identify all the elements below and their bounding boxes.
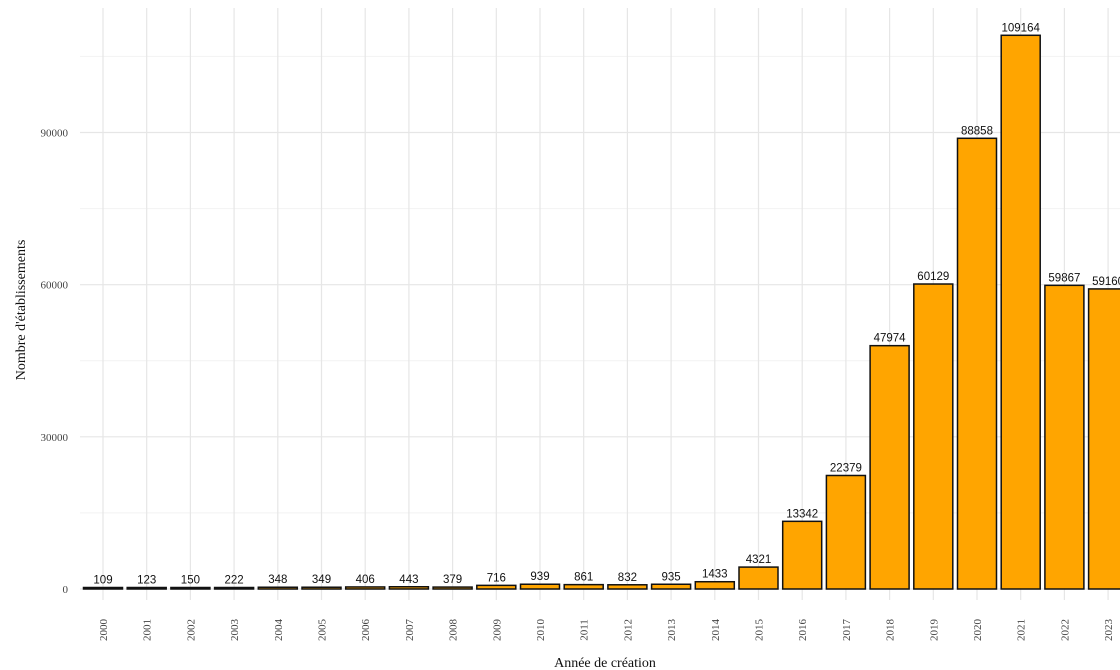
bar-2016: [781, 520, 823, 590]
bar-value-label: 349: [312, 574, 331, 586]
bar-value-label: 861: [574, 572, 593, 584]
bar-value-label: 22379: [830, 462, 862, 474]
x-tick-label: 2007: [404, 619, 416, 642]
bar-value-labels: 109 123 150 222 348 349 406 443 379 716 939 861 832 9…: [93, 22, 1120, 586]
bar-2010: [519, 583, 561, 590]
bar-2022: [1044, 284, 1085, 590]
bar-2008: [432, 586, 473, 590]
bar-value-label: 88858: [961, 125, 993, 137]
bar-2003: [213, 586, 255, 590]
x-tick-label: 2023: [1103, 619, 1115, 642]
x-tick-label: 2013: [666, 619, 678, 642]
bar-value-label: 13342: [786, 508, 818, 520]
bar-value-label: 406: [356, 574, 375, 586]
y-tick-label: 0: [63, 584, 69, 596]
x-tick-label: 2002: [185, 619, 197, 641]
bar-value-label: 348: [268, 574, 287, 586]
x-tick-label: 2012: [622, 619, 634, 641]
x-tick-label: 2020: [972, 619, 984, 642]
x-tick-label: 2008: [448, 619, 460, 642]
bar-2021: [1000, 34, 1041, 590]
bar-value-label: 109164: [1002, 22, 1041, 34]
x-axis-title: Année de création: [554, 656, 656, 670]
bar-2018: [869, 344, 910, 590]
bar-value-label: 716: [487, 572, 506, 584]
bar-2005: [301, 586, 342, 590]
bar-2019: [913, 283, 954, 590]
x-tick-label: 2010: [535, 619, 547, 642]
bar-value-label: 443: [399, 574, 418, 586]
x-tick-label: 2011: [579, 619, 591, 641]
x-tick-label: 2005: [317, 619, 329, 642]
x-tick-label: 2003: [229, 619, 241, 642]
bar-value-label: 1433: [702, 569, 728, 581]
x-tick-label: 2015: [754, 619, 766, 642]
bar-2015: [738, 566, 779, 590]
bar-2017: [825, 474, 867, 590]
x-tick-label: 2004: [273, 619, 285, 642]
bar-2004: [257, 586, 299, 590]
y-tick-label: 30000: [41, 432, 69, 444]
x-tick-label: 2016: [797, 619, 809, 642]
bar-2001: [126, 586, 167, 590]
bar-2000: [82, 586, 124, 590]
bar-value-label: 222: [225, 575, 244, 587]
bar-value-label: 939: [530, 571, 549, 583]
x-tick-label: 2014: [710, 619, 722, 642]
y-axis-ticks: 0 30000 60000 90000: [41, 128, 69, 597]
x-tick-label: 2021: [1016, 619, 1028, 641]
x-tick-label: 2009: [491, 619, 503, 642]
x-tick-label: 2000: [98, 619, 110, 642]
bar-value-label: 109: [93, 575, 112, 587]
bar-value-label: 150: [181, 575, 200, 587]
bar-value-label: 379: [443, 574, 462, 586]
y-tick-label: 60000: [41, 280, 69, 292]
bar-2006: [344, 586, 386, 590]
bar-2023: [1087, 288, 1120, 590]
bar-value-label: 47974: [874, 333, 907, 345]
x-tick-label: 2017: [841, 619, 853, 642]
bar-value-label: 123: [137, 575, 156, 587]
bar-value-label: 832: [618, 572, 637, 584]
bar-value-label: 59867: [1048, 272, 1080, 284]
x-tick-label: 2018: [885, 619, 897, 642]
bar-2007: [388, 586, 430, 590]
bar-2014: [694, 580, 736, 590]
bar-2013: [650, 583, 692, 590]
bar-2009: [476, 584, 517, 590]
bar-2011: [563, 583, 604, 590]
bars: [82, 34, 1120, 590]
bar-value-label: 4321: [746, 554, 772, 566]
x-tick-label: 2019: [928, 619, 940, 642]
bar-2020: [956, 137, 998, 590]
bar-value-label: 60129: [917, 271, 949, 283]
bar-value-label: 935: [662, 571, 681, 583]
bar-2002: [170, 586, 211, 590]
x-tick-label: 2022: [1059, 619, 1071, 641]
bar-2012: [607, 584, 648, 590]
x-tick-label: 2006: [360, 619, 372, 642]
y-axis-title: Nombre d'établissements: [14, 240, 29, 381]
y-tick-label: 90000: [41, 128, 69, 140]
x-axis-ticks: 2000 2001 2002 2003 2004 2005 2006 2007 2008 2009…: [98, 619, 1115, 642]
x-tick-label: 2001: [142, 619, 154, 641]
